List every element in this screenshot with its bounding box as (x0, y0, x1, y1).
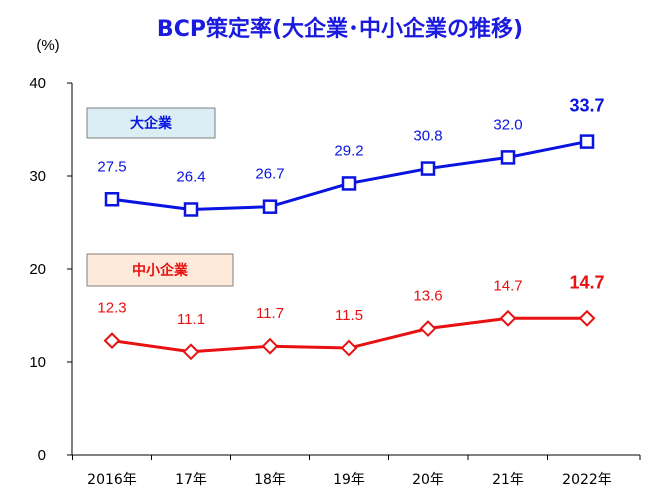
y-tick-label: 20 (29, 261, 46, 278)
legend-box (86, 253, 234, 287)
y-tick-label: 30 (29, 168, 46, 185)
data-point-marker (499, 309, 517, 327)
series-layer: 27.5 26.4 26.7 29.2 30.8 32.0 33.7 12.3 11.1 11.7… (97, 96, 605, 361)
data-point-marker (341, 176, 357, 191)
data-label: 12.3 (97, 300, 126, 317)
data-label: 26.7 (255, 166, 284, 183)
data-point-marker (182, 343, 200, 361)
data-label: 26.4 (176, 168, 205, 185)
y-tick-label: 0 (38, 447, 46, 464)
series-sme: 12.3 11.1 11.7 11.5 13.6 14.7 14.7 (97, 272, 605, 361)
data-point-marker (500, 150, 516, 165)
x-tick-label: 2016年 (87, 472, 137, 488)
series-large-enterprise: 27.5 26.4 26.7 29.2 30.8 32.0 33.7 (97, 96, 605, 217)
y-tick-label: 10 (29, 354, 46, 371)
data-label: 29.2 (334, 142, 363, 159)
data-point-marker (420, 161, 436, 176)
data-label: 13.6 (413, 288, 442, 305)
x-tick-label: 2022年 (562, 472, 612, 488)
data-point-marker (340, 339, 358, 357)
data-point-marker (261, 337, 279, 355)
data-label: 27.5 (97, 158, 126, 175)
x-tick-label: 18年 (254, 472, 286, 488)
data-point-marker (104, 192, 120, 207)
data-point-marker (578, 309, 596, 327)
data-point-marker (579, 134, 595, 149)
x-tick-label: 19年 (333, 472, 365, 488)
x-tick-label: 21年 (492, 472, 524, 488)
legend-label: 大企業 (130, 115, 173, 132)
data-label: 14.7 (569, 272, 604, 292)
data-label: 30.8 (413, 128, 442, 145)
x-axis-ticks: 2016年 17年 18年 19年 20年 21年 2022年 (72, 455, 641, 488)
data-point-marker (183, 202, 199, 217)
y-tick-label: 40 (29, 75, 46, 92)
y-axis-unit-label: (%) (36, 37, 59, 54)
data-label: 11.5 (335, 307, 363, 324)
x-tick-label: 20年 (412, 472, 444, 488)
x-tick-label: 17年 (175, 472, 207, 488)
data-label: 33.7 (569, 96, 604, 116)
data-label: 32.0 (493, 116, 522, 133)
data-label: 11.1 (177, 311, 205, 328)
data-label: 14.7 (493, 277, 522, 294)
data-point-marker (419, 320, 437, 337)
data-point-marker (103, 332, 121, 350)
data-point-marker (262, 199, 278, 214)
legend-box (86, 107, 216, 139)
data-label: 11.7 (256, 305, 284, 322)
y-axis-ticks: 0 10 20 30 40 (29, 75, 72, 464)
chart-title: BCP策定率(大企業･中小企業の推移) (157, 16, 523, 42)
legend-label: 中小企業 (132, 262, 189, 279)
